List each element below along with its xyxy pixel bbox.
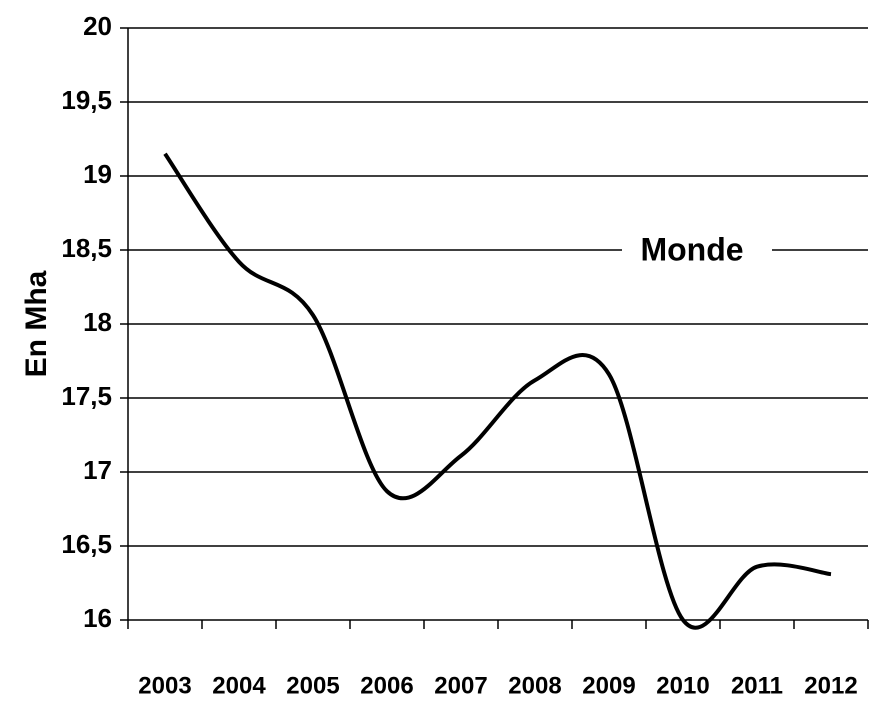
y-tick-label: 16 <box>83 603 112 633</box>
x-tick-label: 2007 <box>434 672 487 699</box>
y-tick-label: 18,5 <box>61 233 112 263</box>
annotation: Monde <box>640 231 743 267</box>
y-tick-label: 18 <box>83 307 112 337</box>
x-tick-label: 2003 <box>138 672 191 699</box>
y-tick-label: 19 <box>83 159 112 189</box>
y-axis-label: En Mha <box>20 270 53 377</box>
x-tick-label: 2012 <box>804 672 857 699</box>
y-tick-label: 17,5 <box>61 381 112 411</box>
x-tick-label: 2009 <box>582 672 635 699</box>
annotation-background <box>622 230 772 270</box>
x-tick-label: 2011 <box>731 672 783 699</box>
x-tick-label: 2008 <box>508 672 561 699</box>
y-tick-label: 19,5 <box>61 85 112 115</box>
x-tick-label: 2004 <box>212 672 266 699</box>
x-tick-label: 2010 <box>656 672 709 699</box>
line <box>163 152 832 630</box>
y-tick-label: 16,5 <box>61 529 112 559</box>
y-tick-label: 20 <box>83 11 112 41</box>
x-tick-label: 2005 <box>286 672 339 699</box>
x-tick-label: 2006 <box>360 672 413 699</box>
y-tick-label: 17 <box>83 455 112 485</box>
